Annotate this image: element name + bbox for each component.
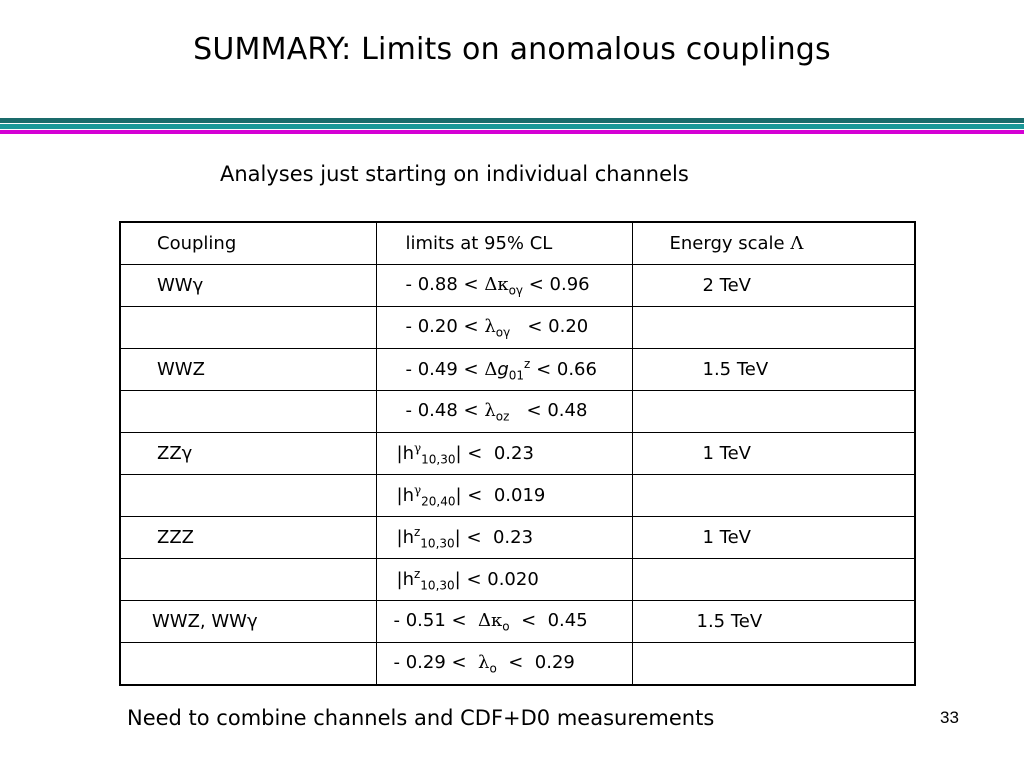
limit-subscript: o: [502, 619, 510, 634]
coupling-cell: [119, 306, 377, 349]
limit-prefix: |h: [396, 484, 414, 506]
limit-prefix: |h: [396, 526, 414, 548]
energy-cell: [631, 474, 916, 517]
slide-subtitle: Analyses just starting on individual cha…: [220, 162, 689, 186]
limit-subscript: 10,30: [420, 536, 455, 551]
table-row: |hγ20,40| < 0.019: [119, 474, 916, 517]
table-row: |hz10,30| < 0.020: [119, 558, 916, 601]
header-limits: limits at 95% CL: [375, 221, 633, 265]
limit-subscript: 20,40: [421, 494, 456, 509]
limit-suffix: < 0.66: [530, 358, 597, 380]
limit-prefix: - 0.51 <: [393, 609, 479, 631]
limit-symbol: Δκ: [478, 609, 503, 631]
coupling-cell: ZZZ: [119, 516, 377, 559]
limit-suffix: < 0.29: [496, 651, 575, 673]
coupling-cell: WWZ, WWγ: [119, 600, 377, 643]
coupling-cell: [119, 558, 377, 601]
divider-bar-magenta: [0, 130, 1024, 134]
header-coupling: Coupling: [119, 221, 377, 265]
limit-superscript: z: [413, 566, 421, 581]
table-row: - 0.20 < λoγ < 0.20: [119, 306, 916, 349]
slide-title: SUMMARY: Limits on anomalous couplings: [193, 32, 831, 67]
limit-superscript: γ: [413, 440, 422, 455]
limit-prefix: |h: [396, 568, 414, 590]
limit-prefix: - 0.29 <: [393, 651, 479, 673]
limit-suffix: < 0.45: [509, 609, 588, 631]
table-row: ZZZ |hz10,30| < 0.23 1 TeV: [119, 516, 916, 559]
limit-subscript: 10,30: [421, 452, 456, 467]
limit-prefix: - 0.88 <: [405, 273, 485, 295]
limit-symbol: Δ: [484, 358, 498, 380]
limit-cell: - 0.88 < Δκoγ < 0.96: [375, 264, 633, 307]
limit-suffix: < 0.96: [523, 273, 590, 295]
limit-suffix: | < 0.23: [455, 442, 534, 464]
energy-cell: 2 TeV: [631, 264, 916, 307]
coupling-cell: ZZγ: [119, 432, 377, 475]
coupling-cell: [119, 474, 377, 517]
limit-prefix: |h: [396, 442, 414, 464]
energy-cell: 1.5 TeV: [631, 348, 916, 391]
divider-bar-teal: [0, 124, 1024, 129]
limit-suffix: | < 0.020: [454, 568, 539, 590]
divider-bar-teal-dark: [0, 118, 1024, 123]
limit-cell: - 0.29 < λo < 0.29: [375, 642, 633, 686]
limit-cell: - 0.49 < Δg01z < 0.66: [375, 348, 633, 391]
limit-superscript: z: [413, 524, 421, 539]
limit-superscript: z: [524, 356, 531, 371]
page-number: 33: [940, 708, 959, 727]
energy-cell: [631, 306, 916, 349]
limit-symbol: Δκ: [484, 273, 509, 295]
limit-suffix: < 0.20: [510, 315, 589, 337]
limit-cell: |hγ20,40| < 0.019: [375, 474, 633, 517]
limit-symbol: λ: [484, 399, 496, 421]
energy-cell: [631, 642, 916, 686]
limit-cell: - 0.51 < Δκo < 0.45: [375, 600, 633, 643]
limit-suffix: | < 0.23: [454, 526, 534, 548]
table-row: - 0.29 < λo < 0.29: [119, 642, 916, 686]
energy-cell: 1 TeV: [631, 516, 916, 559]
limit-prefix: - 0.49 <: [405, 358, 485, 380]
table-row: WWZ, WWγ - 0.51 < Δκo < 0.45 1.5 TeV: [119, 600, 916, 643]
limit-cell: - 0.48 < λoz < 0.48: [375, 390, 633, 433]
limits-table: Coupling limits at 95% CL Energy scale Λ…: [119, 221, 916, 686]
limit-cell: |hz10,30| < 0.020: [375, 558, 633, 601]
header-energy-label: Energy scale: [669, 233, 785, 254]
energy-cell: [631, 558, 916, 601]
energy-cell: 1 TeV: [631, 432, 916, 475]
limit-prefix: - 0.48 <: [405, 399, 485, 421]
coupling-cell: [119, 390, 377, 433]
coupling-cell: [119, 642, 377, 686]
header-energy-symbol: Λ: [790, 233, 804, 254]
limit-symbol: λ: [478, 651, 490, 673]
limit-subscript: o: [489, 661, 497, 676]
limit-subscript: oγ: [508, 283, 524, 298]
energy-cell: 1.5 TeV: [631, 600, 916, 643]
limit-subscript: 01: [508, 368, 525, 383]
limit-suffix: | < 0.019: [455, 484, 546, 506]
limit-suffix: < 0.48: [509, 399, 588, 421]
table-row: ZZγ |hγ10,30| < 0.23 1 TeV: [119, 432, 916, 475]
limit-subscript: oz: [495, 409, 510, 424]
coupling-cell: WWγ: [119, 264, 377, 307]
limit-cell: |hγ10,30| < 0.23: [375, 432, 633, 475]
coupling-cell: WWZ: [119, 348, 377, 391]
header-energy-scale: Energy scale Λ: [631, 221, 916, 265]
table-header-row: Coupling limits at 95% CL Energy scale Λ: [119, 221, 916, 265]
limit-main-letter: g: [497, 358, 509, 380]
limit-superscript: γ: [413, 482, 422, 497]
table-row: WWZ - 0.49 < Δg01z < 0.66 1.5 TeV: [119, 348, 916, 391]
table-row: WWγ - 0.88 < Δκoγ < 0.96 2 TeV: [119, 264, 916, 307]
limit-subscript: 10,30: [420, 578, 455, 593]
energy-cell: [631, 390, 916, 433]
limit-prefix: - 0.20 <: [405, 315, 485, 337]
limit-cell: |hz10,30| < 0.23: [375, 516, 633, 559]
limit-symbol: λ: [484, 315, 496, 337]
table-row: - 0.48 < λoz < 0.48: [119, 390, 916, 433]
limit-cell: - 0.20 < λoγ < 0.20: [375, 306, 633, 349]
limit-subscript: oγ: [495, 325, 511, 340]
slide-footer-note: Need to combine channels and CDF+D0 meas…: [127, 706, 715, 730]
